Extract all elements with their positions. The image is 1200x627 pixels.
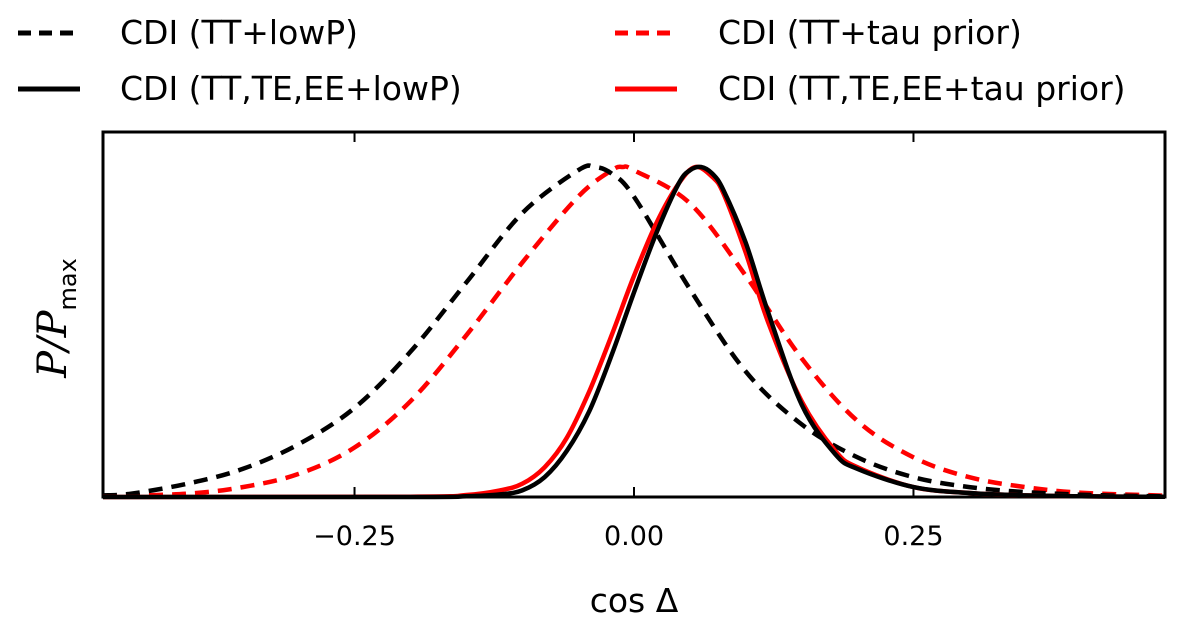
legend-label: CDI (TT+lowP) (120, 13, 358, 52)
legend-label: CDI (TT,TE,EE+lowP) (120, 69, 462, 108)
y-axis-label: P/Pmax (30, 258, 82, 379)
x-tick-label: 0.25 (883, 521, 943, 552)
legend-entry: CDI (TT,TE,EE+lowP) (18, 69, 462, 108)
series-layer (102, 163, 1166, 500)
legend-label: CDI (TT,TE,EE+tau prior) (718, 69, 1126, 108)
plot-frame (101, 130, 1167, 499)
x-axis-label: cos Δ (590, 581, 679, 620)
x-tick-label: −0.25 (313, 521, 396, 552)
legend-entry: CDI (TT+tau prior) (615, 13, 1022, 52)
x-tick-label: 0.00 (604, 521, 664, 552)
x-axis-ticks: −0.25 0.00 0.25 (313, 132, 944, 552)
plot-area-border (101, 130, 1167, 499)
series-line-1 (102, 164, 1166, 500)
series-line-0 (102, 163, 1166, 499)
y-axis-label-subscript: max (54, 258, 82, 310)
legend-label: CDI (TT+tau prior) (718, 13, 1022, 52)
legend-entry: CDI (TT,TE,EE+tau prior) (615, 69, 1126, 108)
series-line-2 (102, 164, 1166, 499)
series-line-3 (102, 164, 1166, 500)
legend: CDI (TT+lowP) CDI (TT,TE,EE+lowP) CDI (TT+… (18, 13, 1126, 108)
y-axis-label-main: P/P (30, 309, 76, 378)
legend-entry: CDI (TT+lowP) (18, 13, 358, 52)
